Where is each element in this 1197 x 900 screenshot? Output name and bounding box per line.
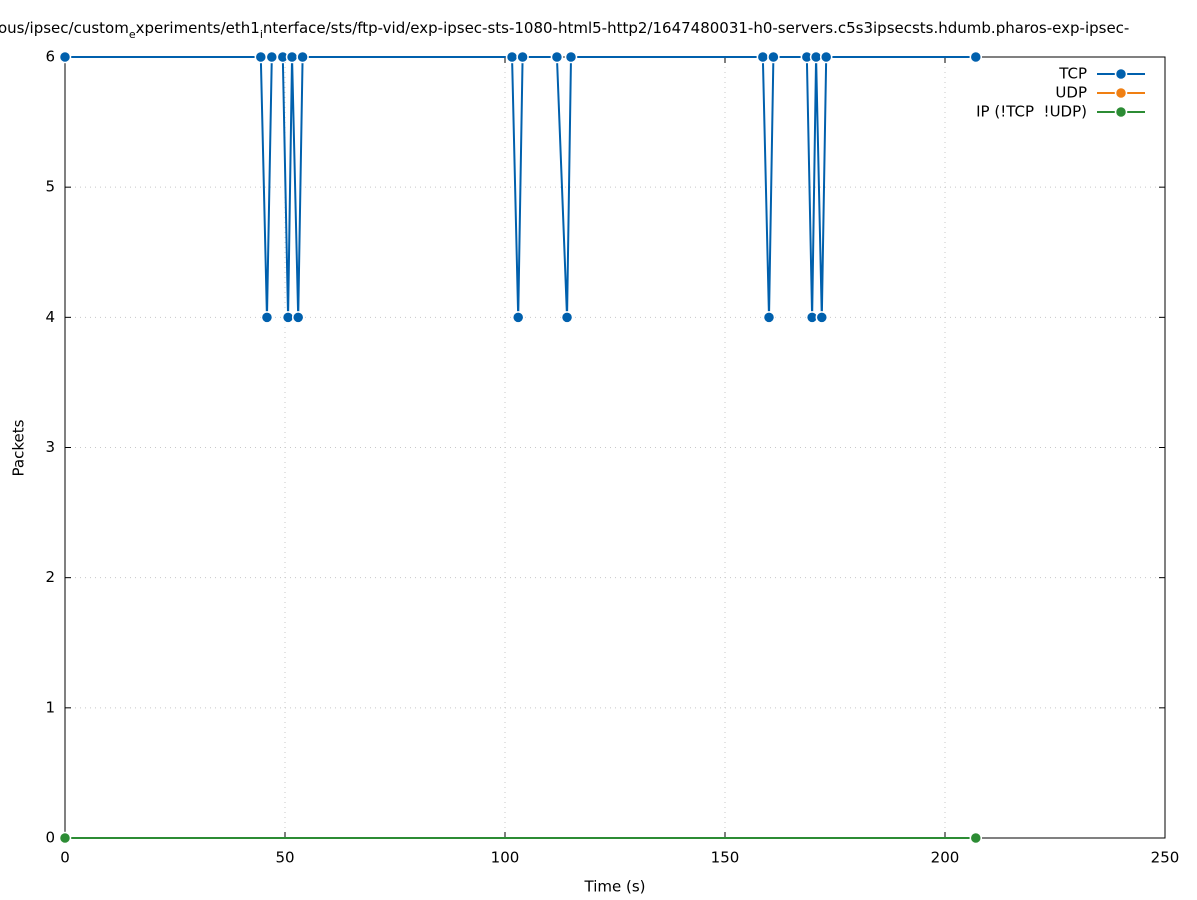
data-point — [809, 50, 823, 64]
title-segment: i — [260, 28, 263, 41]
y-tick-label: 5 — [45, 178, 55, 196]
data-point — [511, 311, 525, 324]
x-tick-label: 0 — [60, 849, 70, 867]
y-tick-label: 0 — [45, 829, 55, 847]
legend-label: TCP — [1058, 65, 1087, 83]
data-point — [516, 50, 529, 64]
data-point — [281, 311, 295, 324]
data-point — [815, 311, 829, 324]
data-point — [819, 50, 833, 64]
title-segment: ous/ipsec/custom — [0, 19, 129, 37]
x-tick-label: 150 — [711, 849, 740, 867]
y-axis-label: Packets — [10, 419, 28, 476]
x-tick-label: 100 — [491, 849, 520, 867]
data-point — [762, 311, 776, 324]
data-point — [296, 50, 309, 64]
data-point — [58, 831, 72, 845]
legend-marker — [1114, 105, 1128, 119]
data-point — [505, 50, 519, 64]
x-tick-label: 200 — [931, 849, 960, 867]
data-point — [550, 50, 564, 64]
data-point — [265, 50, 279, 64]
y-tick-label: 2 — [45, 568, 55, 586]
x-tick-label: 50 — [275, 849, 294, 867]
y-tick-label: 1 — [45, 698, 55, 716]
x-tick-label: 250 — [1151, 849, 1180, 867]
data-point — [260, 311, 274, 324]
data-point — [767, 50, 780, 64]
series-line — [65, 56, 976, 318]
data-point — [560, 311, 574, 324]
data-point — [756, 50, 770, 64]
y-tick-label: 3 — [45, 438, 55, 456]
data-point — [58, 50, 72, 64]
data-point — [285, 50, 299, 64]
title-segment: nterface/sts/ftp-vid/exp-ipsec-sts-1080-… — [263, 19, 1129, 37]
data-point — [254, 50, 268, 64]
data-point — [969, 50, 983, 64]
data-point — [564, 50, 578, 64]
legend-label: UDP — [1055, 84, 1087, 102]
legend-marker — [1114, 86, 1128, 100]
legend-marker — [1114, 67, 1128, 81]
data-point — [291, 311, 305, 324]
y-tick-label: 6 — [45, 48, 55, 66]
legend-label: IP (!TCP !UDP) — [976, 103, 1087, 121]
title-segment: e — [129, 28, 136, 41]
title-segment: xperiments/eth1 — [136, 19, 260, 37]
data-point — [969, 831, 983, 845]
y-tick-label: 4 — [45, 308, 55, 326]
chart-title: ous/ipsec/customexperiments/eth1interfac… — [0, 19, 1129, 41]
x-axis-label: Time (s) — [584, 878, 646, 896]
